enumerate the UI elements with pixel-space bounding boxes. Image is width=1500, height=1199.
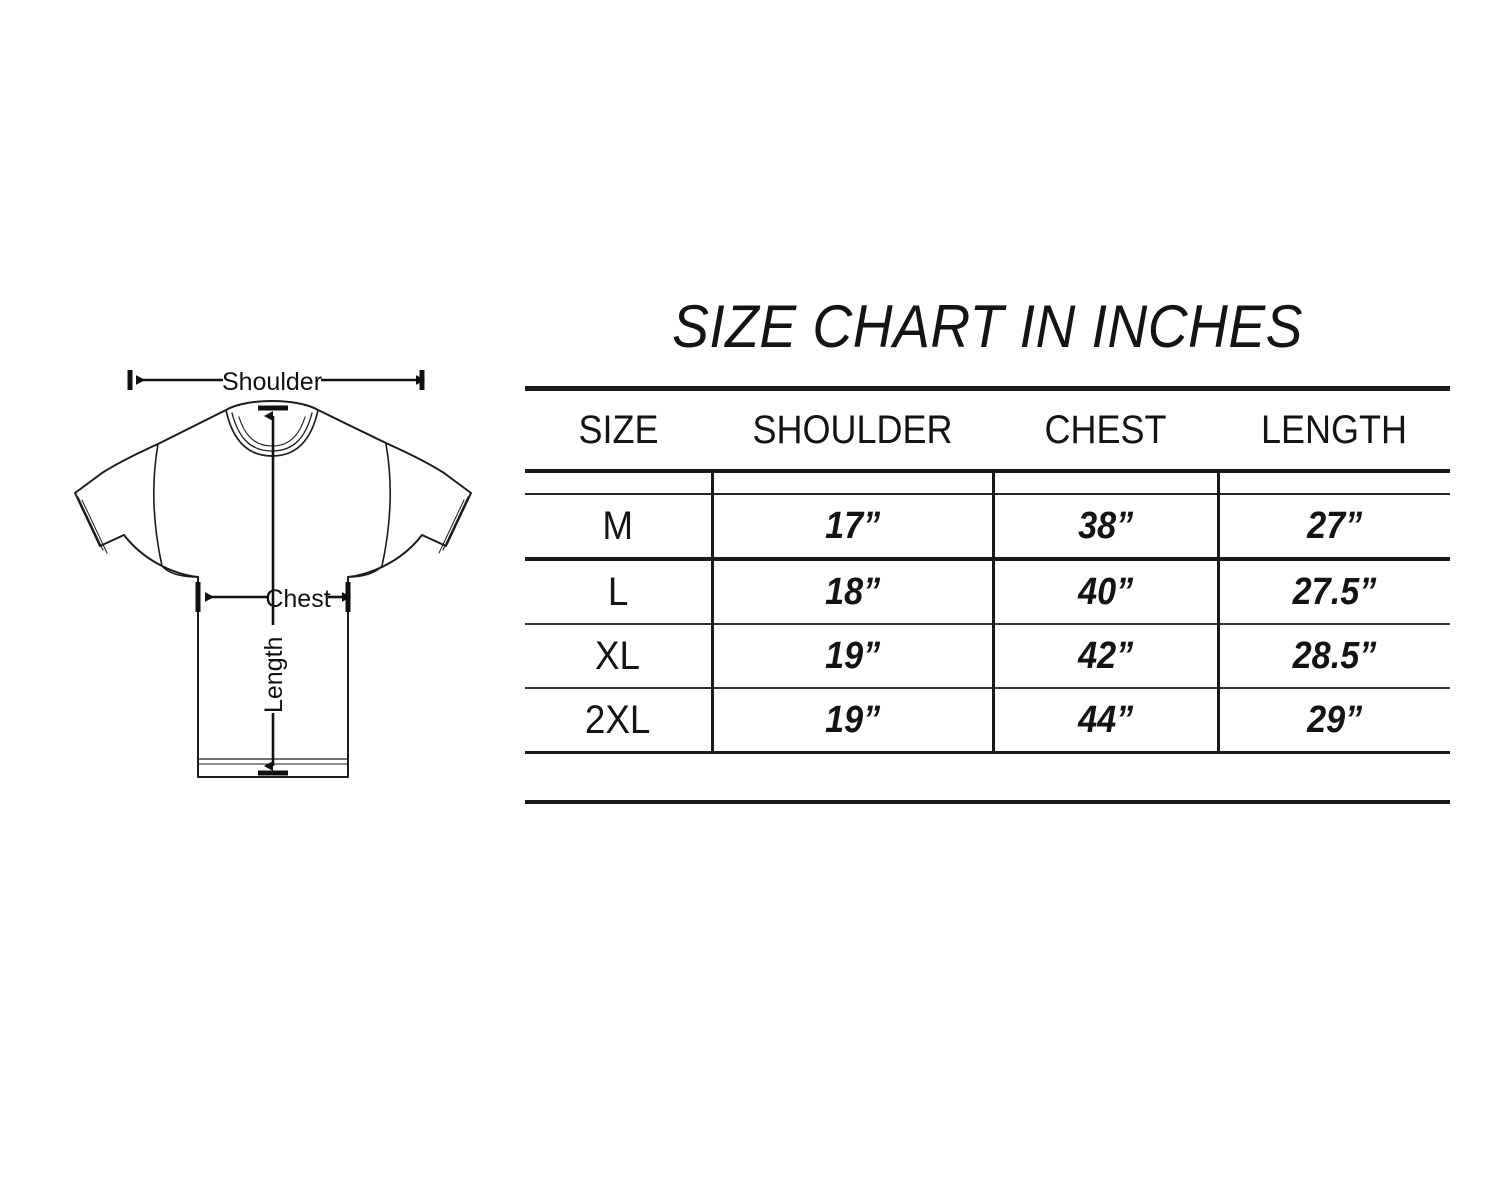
table-row: L 18” 40” 27.5”: [525, 559, 1450, 625]
spacer-cell-chest: [993, 471, 1220, 495]
cell-size: M: [525, 494, 714, 561]
table-header-row: SIZE SHOULDER CHEST LENGTH: [525, 391, 1450, 473]
table-bottom-divider: [525, 800, 1450, 804]
cell-size: 2XL: [525, 688, 714, 754]
spacer-cell-shoulder: [712, 471, 995, 495]
cell-chest: 42”: [993, 624, 1220, 689]
cell-length: 27”: [1218, 494, 1450, 561]
chest-value: 44”: [1077, 698, 1134, 741]
chart-title: SIZE CHART IN INCHES: [672, 293, 1303, 360]
length-value: 28.5”: [1292, 634, 1377, 677]
table-row: XL 19” 42” 28.5”: [525, 624, 1450, 689]
chest-value: 42”: [1077, 634, 1134, 677]
size-value: XL: [595, 633, 641, 678]
chest-value: 40”: [1077, 570, 1134, 613]
chest-dimension: Chest: [195, 582, 352, 613]
length-label: Length: [260, 637, 288, 713]
cell-shoulder: 19”: [712, 688, 995, 754]
cell-chest: 38”: [993, 494, 1220, 561]
size-chart-table: SIZE SHOULDER CHEST LENGTH M 17” 38”: [525, 391, 1450, 754]
chest-label: Chest: [265, 585, 330, 613]
column-header-size: SIZE: [534, 391, 703, 473]
cell-length: 27.5”: [1218, 559, 1450, 625]
shoulder-value: 19”: [824, 698, 881, 741]
shoulder-value: 17”: [824, 504, 881, 547]
spacer-cell-size: [525, 471, 714, 495]
shoulder-value: 19”: [824, 634, 881, 677]
title-divider: [525, 386, 1450, 391]
size-value: M: [602, 503, 634, 548]
chest-value: 38”: [1077, 504, 1134, 547]
shoulder-dimension: Shoulder: [127, 368, 426, 396]
spacer-cell-length: [1218, 471, 1450, 495]
table-row: 2XL 19” 44” 29”: [525, 688, 1450, 754]
cell-shoulder: 19”: [712, 624, 995, 689]
cell-shoulder: 18”: [712, 559, 995, 625]
table-spacer-row: [525, 471, 1450, 495]
t-shirt-illustration: Shoulder Chest: [74, 368, 472, 778]
cell-shoulder: 17”: [712, 494, 995, 561]
length-value: 27.5”: [1292, 570, 1377, 613]
cell-size: XL: [525, 624, 714, 689]
length-value: 27”: [1307, 504, 1363, 547]
cell-chest: 40”: [993, 559, 1220, 625]
table-row: M 17” 38” 27”: [525, 494, 1450, 561]
cell-size: L: [525, 559, 714, 625]
shoulder-value: 18”: [824, 570, 881, 613]
size-value: L: [607, 569, 628, 614]
column-header-length: LENGTH: [1229, 391, 1439, 473]
column-header-chest: CHEST: [1004, 391, 1207, 473]
shoulder-label: Shoulder: [222, 368, 322, 396]
cell-length: 29”: [1218, 688, 1450, 754]
size-chart-panel: SIZE CHART IN INCHES SIZE SHOULDER CHEST…: [525, 295, 1450, 804]
cell-length: 28.5”: [1218, 624, 1450, 689]
length-dimension: Length: [258, 405, 288, 776]
column-header-shoulder: SHOULDER: [726, 391, 979, 473]
t-shirt-measurement-diagram: Shoulder Chest: [40, 360, 510, 840]
cell-chest: 44”: [993, 688, 1220, 754]
size-value: 2XL: [585, 697, 651, 742]
length-value: 29”: [1307, 698, 1363, 741]
